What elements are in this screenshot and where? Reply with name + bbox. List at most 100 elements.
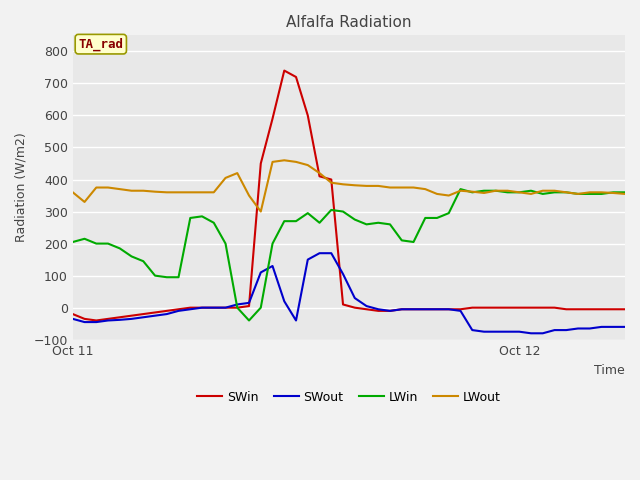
SWin	[245, 303, 253, 309]
LWin	[421, 215, 429, 221]
LWout	[304, 162, 312, 168]
LWin	[351, 216, 358, 222]
LWin	[492, 188, 500, 193]
SWin	[504, 305, 511, 311]
LWin	[92, 240, 100, 246]
LWout	[492, 188, 500, 193]
LWout	[339, 181, 347, 187]
LWout	[621, 191, 629, 197]
SWin	[363, 306, 371, 312]
LWout	[198, 190, 206, 195]
SWin	[398, 306, 406, 312]
LWout	[563, 190, 570, 195]
LWout	[445, 192, 452, 198]
LWin	[81, 236, 88, 241]
LWout	[316, 170, 323, 176]
SWout	[539, 330, 547, 336]
SWout	[151, 313, 159, 319]
LWout	[609, 190, 617, 196]
SWin	[92, 318, 100, 324]
SWout	[116, 317, 124, 323]
LWin	[398, 238, 406, 243]
SWout	[410, 306, 417, 312]
LWout	[128, 188, 136, 193]
LWin	[445, 210, 452, 216]
SWin	[234, 305, 241, 311]
SWout	[586, 325, 593, 331]
LWin	[163, 275, 171, 280]
SWout	[363, 303, 371, 309]
LWout	[69, 190, 77, 195]
LWout	[210, 190, 218, 195]
LWin	[210, 220, 218, 226]
SWout	[292, 318, 300, 324]
LWin	[457, 186, 465, 192]
SWin	[621, 306, 629, 312]
SWin	[81, 316, 88, 322]
SWin	[433, 306, 441, 312]
LWout	[374, 183, 382, 189]
LWin	[245, 318, 253, 324]
SWin	[539, 305, 547, 311]
LWout	[163, 190, 171, 195]
SWout	[81, 319, 88, 325]
LWin	[480, 188, 488, 193]
SWin	[586, 306, 593, 312]
LWin	[410, 239, 417, 245]
SWin	[468, 305, 476, 311]
SWin	[421, 306, 429, 312]
SWout	[421, 306, 429, 312]
SWin	[151, 310, 159, 315]
LWout	[410, 185, 417, 191]
SWout	[574, 325, 582, 331]
LWout	[81, 199, 88, 205]
SWin	[69, 311, 77, 317]
SWout	[104, 318, 112, 324]
SWin	[550, 305, 558, 311]
LWin	[292, 218, 300, 224]
LWout	[457, 188, 465, 193]
LWin	[363, 221, 371, 227]
SWin	[515, 305, 523, 311]
SWin	[292, 74, 300, 80]
SWout	[492, 329, 500, 335]
SWin	[480, 305, 488, 311]
LWout	[292, 159, 300, 165]
SWin	[140, 311, 147, 317]
SWout	[374, 306, 382, 312]
Line: LWin: LWin	[73, 189, 625, 321]
LWin	[198, 214, 206, 219]
SWin	[563, 306, 570, 312]
SWin	[457, 306, 465, 312]
SWin	[598, 306, 605, 312]
SWout	[609, 324, 617, 330]
LWout	[116, 186, 124, 192]
LWout	[92, 185, 100, 191]
LWout	[574, 191, 582, 197]
LWout	[527, 191, 535, 197]
SWin	[210, 305, 218, 311]
SWout	[339, 271, 347, 277]
SWin	[257, 161, 264, 167]
LWout	[175, 190, 182, 195]
SWin	[198, 305, 206, 311]
SWin	[116, 314, 124, 320]
LWout	[104, 185, 112, 191]
SWout	[245, 300, 253, 306]
SWout	[198, 305, 206, 311]
SWin	[410, 306, 417, 312]
LWin	[316, 220, 323, 226]
LWin	[515, 190, 523, 195]
LWout	[550, 188, 558, 193]
LWin	[539, 191, 547, 197]
SWin	[128, 313, 136, 319]
LWout	[586, 190, 593, 195]
LWout	[421, 186, 429, 192]
SWin	[186, 305, 194, 311]
SWout	[92, 319, 100, 325]
LWin	[234, 305, 241, 311]
SWout	[351, 295, 358, 301]
LWout	[280, 157, 288, 163]
LWin	[586, 191, 593, 197]
LWin	[386, 221, 394, 227]
